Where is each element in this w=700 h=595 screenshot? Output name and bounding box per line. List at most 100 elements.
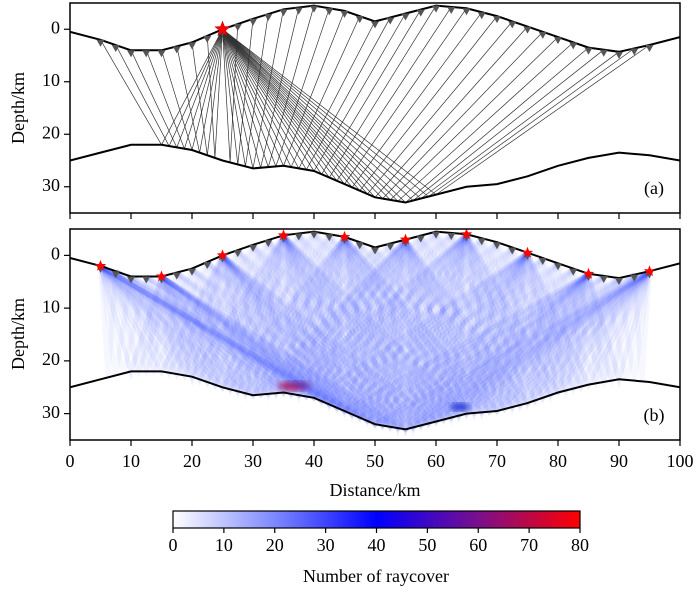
station <box>294 7 303 15</box>
station <box>630 48 639 56</box>
station <box>386 243 395 251</box>
station <box>142 276 151 284</box>
station <box>615 51 623 59</box>
station <box>203 261 212 269</box>
source <box>277 229 290 241</box>
colorbar-tick-label: 40 <box>368 535 386 555</box>
station <box>386 17 395 25</box>
station <box>279 9 288 17</box>
station <box>554 37 562 45</box>
station <box>249 18 257 26</box>
station <box>188 268 196 276</box>
colorbar-tick-label: 20 <box>266 535 284 555</box>
colorbar-tick-label: 10 <box>215 535 233 555</box>
station <box>462 8 471 16</box>
y-tick-label: 20 <box>42 349 60 369</box>
source <box>643 265 656 277</box>
station <box>371 21 379 29</box>
source <box>214 20 231 37</box>
x-tick-label: 90 <box>610 451 628 471</box>
station <box>493 242 501 250</box>
station <box>233 24 242 31</box>
y-tick-label: 10 <box>42 296 60 316</box>
source <box>582 267 595 279</box>
x-tick-label: 80 <box>549 451 567 471</box>
station <box>203 35 212 43</box>
station <box>355 16 364 24</box>
x-axis-label: Distance/km <box>330 480 421 500</box>
source <box>94 259 107 271</box>
station <box>264 14 273 22</box>
station <box>615 278 623 286</box>
ray <box>115 29 223 147</box>
station <box>416 235 425 243</box>
colorbar-tick-label: 60 <box>469 535 487 555</box>
station <box>249 244 257 252</box>
x-tick-label: 100 <box>667 451 694 471</box>
station <box>432 5 440 13</box>
station <box>172 46 181 54</box>
y-tick-label: 30 <box>42 175 60 195</box>
station <box>401 13 410 21</box>
station <box>188 42 196 50</box>
hotspot <box>278 381 310 391</box>
station <box>538 258 547 266</box>
station <box>477 12 486 20</box>
plot-area <box>70 4 680 204</box>
ray <box>222 29 559 201</box>
station <box>264 240 273 248</box>
station <box>493 16 501 24</box>
colorbar-tick-label: 80 <box>571 535 589 555</box>
station <box>569 42 578 50</box>
y-axis-label: Depth/km <box>8 72 28 144</box>
source <box>338 230 351 242</box>
source <box>399 233 412 245</box>
station <box>142 50 151 58</box>
x-tick-label: 70 <box>488 451 506 471</box>
station <box>127 50 135 58</box>
station <box>599 49 608 57</box>
ray <box>222 13 406 172</box>
x-tick-label: 30 <box>244 451 262 471</box>
y-tick-label: 0 <box>51 244 60 264</box>
station <box>325 234 334 242</box>
panel-label: (a) <box>644 178 664 199</box>
interface-line <box>70 370 680 431</box>
station <box>554 263 562 271</box>
station <box>355 242 364 250</box>
ray <box>222 29 605 201</box>
station <box>584 47 593 55</box>
station <box>96 39 105 47</box>
station <box>508 21 517 29</box>
station <box>371 247 379 255</box>
station <box>310 231 318 239</box>
x-tick-label: 60 <box>427 451 445 471</box>
panel-label: (b) <box>644 405 665 426</box>
y-axis-label: Depth/km <box>8 298 28 370</box>
x-tick-label: 10 <box>122 451 140 471</box>
x-tick-label: 40 <box>305 451 323 471</box>
ray <box>222 29 635 198</box>
station <box>294 233 303 241</box>
station <box>645 45 654 52</box>
station <box>233 250 242 258</box>
ray <box>222 10 345 167</box>
station <box>340 10 349 18</box>
station <box>111 271 120 279</box>
y-tick-label: 20 <box>42 122 60 142</box>
plot-area <box>70 229 680 438</box>
station <box>599 275 608 283</box>
station <box>523 26 532 34</box>
station <box>310 5 318 13</box>
station <box>447 6 456 14</box>
colorbar <box>172 510 581 529</box>
colorbar-label: Number of raycover <box>303 566 449 586</box>
station <box>432 231 440 239</box>
source <box>521 246 534 258</box>
hotspot <box>450 403 470 411</box>
x-tick-label: 20 <box>183 451 201 471</box>
station <box>569 268 578 276</box>
station <box>508 247 517 255</box>
colorbar-tick-label: 0 <box>169 535 178 555</box>
